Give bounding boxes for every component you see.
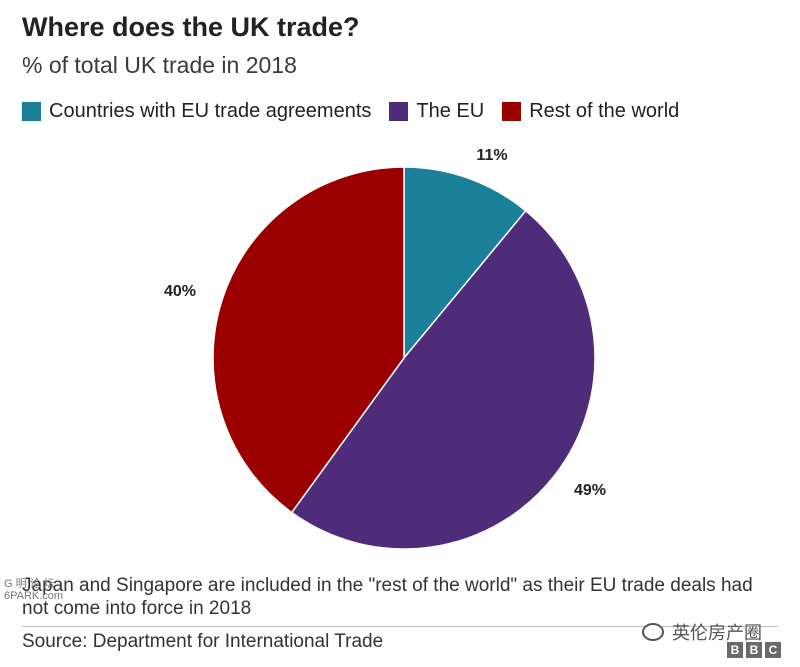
divider — [22, 626, 778, 627]
chart-title: Where does the UK trade? — [22, 12, 360, 42]
bbc-logo-letter-2: B — [746, 642, 762, 658]
pie-slice-eu-agreements — [403, 166, 527, 361]
watermark-right-text: 英伦房产圈 — [672, 623, 762, 643]
watermark-right: 英伦房产圈 — [642, 620, 762, 644]
bbc-logo: B B C — [724, 642, 781, 658]
legend-item-eu: The EU — [389, 100, 484, 123]
source-note: Source: Department for International Tra… — [22, 631, 384, 652]
watermark-left-line2: 6PARK.com — [4, 590, 64, 602]
slice-label-eu-agreements: 11% — [476, 147, 507, 164]
legend-swatch-eu — [389, 101, 409, 121]
legend-item-rest-of-world: Rest of the world — [502, 100, 679, 123]
legend-label-rest-of-world: Rest of the world — [529, 99, 680, 122]
bbc-logo-letter-3: C — [765, 642, 781, 658]
watermark-left-line1: G 明 论 坛 — [4, 578, 55, 590]
chart-subtitle: % of total UK trade in 2018 — [22, 52, 297, 78]
legend-item-eu-agreements: Countries with EU trade agreements — [22, 100, 371, 123]
slice-label-rest-of-world: 40% — [164, 283, 196, 300]
bbc-logo-letter-1: B — [727, 642, 743, 658]
slice-label-eu: 49% — [574, 482, 606, 499]
legend-label-eu: The EU — [416, 99, 485, 122]
legend-swatch-eu-agreements — [22, 101, 41, 121]
legend-label-eu-agreements: Countries with EU trade agreements — [49, 99, 372, 122]
watermark-left: G 明 论 坛 6PARK.com — [4, 578, 63, 602]
footnote: Japan and Singapore are included in the … — [22, 575, 753, 619]
pie-slice-eu — [290, 209, 596, 550]
wechat-icon — [642, 623, 664, 641]
legend: Countries with EU trade agreements The E… — [22, 98, 697, 124]
legend-swatch-rest-of-world — [502, 101, 522, 121]
pie-slice-rest-of-world — [212, 166, 405, 514]
